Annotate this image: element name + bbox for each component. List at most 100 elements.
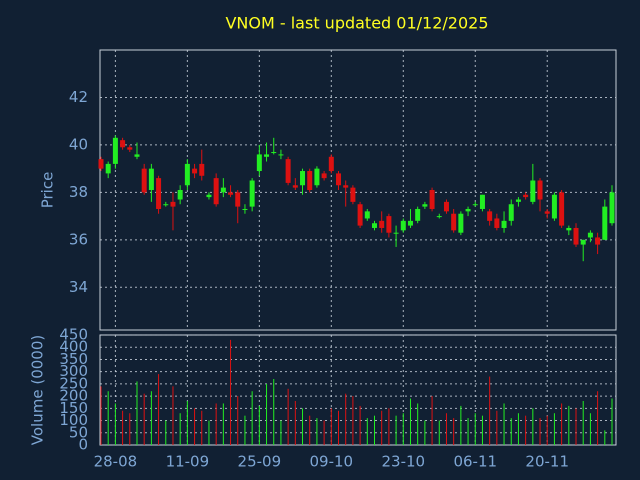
candle-body bbox=[249, 180, 255, 207]
volume-tick-label: 400 bbox=[59, 338, 88, 356]
candle-body bbox=[487, 211, 493, 221]
volume-panel bbox=[99, 334, 617, 446]
candle-body bbox=[264, 154, 270, 157]
candle-body bbox=[192, 168, 198, 174]
candle-body bbox=[443, 201, 449, 212]
candle-body bbox=[451, 213, 457, 231]
candle-body bbox=[559, 192, 565, 226]
candle-body bbox=[501, 220, 507, 228]
candle-body bbox=[609, 192, 615, 224]
x-tick-label: 25-09 bbox=[238, 453, 282, 471]
candle-body bbox=[415, 208, 421, 221]
candle-body bbox=[436, 216, 442, 218]
candle-body bbox=[386, 216, 392, 233]
y-tick-label: 38 bbox=[69, 183, 88, 201]
candle-body bbox=[573, 227, 579, 245]
candle-body bbox=[343, 185, 349, 188]
candle-body bbox=[364, 211, 370, 219]
candle-body bbox=[278, 154, 284, 156]
candle-body bbox=[170, 201, 176, 207]
candle-body bbox=[242, 208, 248, 210]
candle-body bbox=[472, 204, 478, 206]
candle-body bbox=[148, 168, 154, 190]
candle-body bbox=[422, 204, 428, 207]
volume-tick-label: 100 bbox=[59, 411, 88, 429]
volume-tick-label: 350 bbox=[59, 350, 88, 368]
candle-body bbox=[515, 199, 521, 202]
candle-body bbox=[206, 194, 212, 198]
candle-body bbox=[602, 206, 608, 240]
candle-body bbox=[300, 171, 306, 186]
volume-tick-label: 250 bbox=[59, 374, 88, 392]
candle-body bbox=[177, 190, 183, 200]
candle-body bbox=[407, 220, 413, 226]
candle-body bbox=[458, 213, 464, 233]
volume-tick-label: 0 bbox=[78, 436, 88, 454]
candle-body bbox=[587, 232, 593, 238]
candle-body bbox=[537, 180, 543, 200]
candle-body bbox=[429, 190, 435, 209]
volume-tick-label: 200 bbox=[59, 387, 88, 405]
chart-title: VNOM - last updated 01/12/2025 bbox=[225, 14, 488, 33]
y-tick-label: 42 bbox=[69, 88, 88, 106]
candle-body bbox=[357, 204, 363, 226]
candle-body bbox=[105, 163, 111, 174]
candle-body bbox=[595, 237, 601, 245]
candle-body bbox=[314, 168, 320, 186]
candle-body bbox=[494, 218, 500, 228]
candle-body bbox=[465, 208, 471, 212]
candle-body bbox=[379, 220, 385, 228]
y-tick-label: 34 bbox=[69, 278, 88, 296]
volume-axis-label: Volume (0000) bbox=[29, 335, 47, 445]
candle-body bbox=[307, 171, 313, 190]
x-tick-label: 20-11 bbox=[525, 453, 569, 471]
candle-body bbox=[292, 185, 298, 188]
candle-body bbox=[134, 154, 140, 157]
candle-body bbox=[213, 178, 219, 205]
y-tick-label: 36 bbox=[69, 230, 88, 248]
candle-body bbox=[530, 180, 536, 202]
candle-body bbox=[400, 220, 406, 231]
candle-body bbox=[235, 192, 241, 207]
candle-body bbox=[220, 187, 226, 193]
x-tick-label: 23-10 bbox=[381, 453, 425, 471]
price-panel bbox=[99, 49, 617, 331]
y-axis-label: Price bbox=[39, 172, 57, 209]
candle-body bbox=[566, 227, 572, 231]
candle-body bbox=[256, 154, 262, 172]
x-tick-label: 09-10 bbox=[310, 453, 354, 471]
y-tick-label: 40 bbox=[69, 135, 88, 153]
candle-body bbox=[228, 192, 234, 195]
candle-body bbox=[112, 137, 118, 164]
candle-body bbox=[271, 152, 277, 154]
candle-body bbox=[156, 178, 162, 209]
x-tick-label: 06-11 bbox=[453, 453, 497, 471]
candle-body bbox=[523, 194, 529, 198]
x-tick-label: 28-08 bbox=[94, 453, 138, 471]
candle-body bbox=[350, 187, 356, 202]
candle-body bbox=[199, 163, 205, 176]
candle-body bbox=[120, 140, 126, 148]
candle-body bbox=[544, 211, 550, 214]
candle-body bbox=[551, 194, 557, 219]
candle-body bbox=[328, 156, 334, 172]
candle-body bbox=[321, 173, 327, 179]
volume-tick-label: 150 bbox=[59, 399, 88, 417]
volume-tick-label: 450 bbox=[59, 326, 88, 344]
candle-body bbox=[141, 168, 147, 193]
candle-body bbox=[580, 239, 586, 245]
candle-body bbox=[163, 204, 169, 206]
candle-body bbox=[508, 204, 514, 221]
candle-body bbox=[336, 173, 342, 186]
volume-tick-label: 50 bbox=[69, 423, 88, 441]
candle-body bbox=[393, 232, 399, 234]
candle-body bbox=[479, 194, 485, 209]
candle-body bbox=[127, 147, 133, 150]
candle-body bbox=[98, 159, 104, 169]
x-tick-label: 11-09 bbox=[166, 453, 210, 471]
candle-body bbox=[285, 159, 291, 183]
volume-tick-label: 300 bbox=[59, 362, 88, 380]
candle-body bbox=[371, 223, 377, 228]
candle-body bbox=[184, 163, 190, 186]
